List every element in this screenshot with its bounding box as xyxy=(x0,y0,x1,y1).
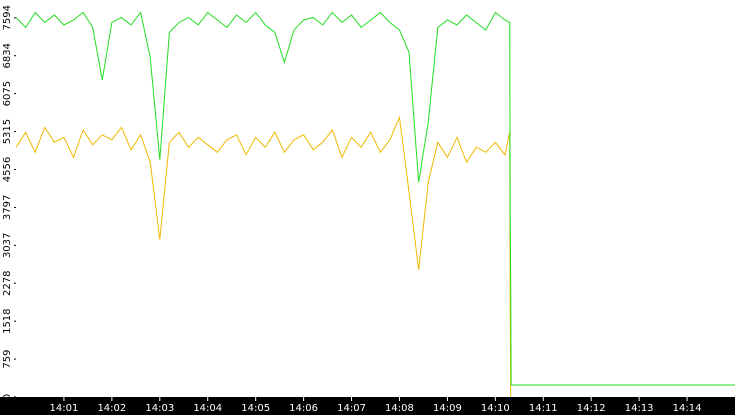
x-tick-label: 14:11 xyxy=(529,403,558,414)
x-tick-label: 14:07 xyxy=(337,403,366,414)
y-tick-label: 2278 xyxy=(2,271,13,296)
x-axis-bar xyxy=(0,397,735,415)
x-tick-label: 14:02 xyxy=(97,403,126,414)
series-line xyxy=(15,11,735,386)
y-tick-label: 7594 xyxy=(2,5,13,30)
x-tick-label: 14:03 xyxy=(145,403,174,414)
y-tick-label: 0 xyxy=(2,394,13,400)
x-tick-label: 14:09 xyxy=(433,403,462,414)
x-tick-label: 14:05 xyxy=(241,403,270,414)
x-tick-label: 14:14 xyxy=(673,403,702,414)
y-tick-label: 6834 xyxy=(2,43,13,68)
y-tick-label: 4556 xyxy=(2,157,13,182)
x-tick-label: 14:13 xyxy=(625,403,654,414)
x-tick-label: 14:08 xyxy=(385,403,414,414)
x-tick-label: 14:04 xyxy=(193,403,222,414)
y-tick-label: 1518 xyxy=(2,308,13,333)
y-tick-label: 759 xyxy=(2,350,13,369)
x-tick-label: 14:06 xyxy=(289,403,318,414)
y-tick-label: 3037 xyxy=(2,233,13,258)
y-tick-label: 6075 xyxy=(2,81,13,106)
y-tick-label: 3797 xyxy=(2,195,13,220)
y-tick-label: 5315 xyxy=(2,119,13,144)
x-tick-label: 14:10 xyxy=(481,403,510,414)
x-tick-label: 14:12 xyxy=(577,403,606,414)
x-tick-label: 14:01 xyxy=(50,403,79,414)
series-line xyxy=(15,115,512,398)
